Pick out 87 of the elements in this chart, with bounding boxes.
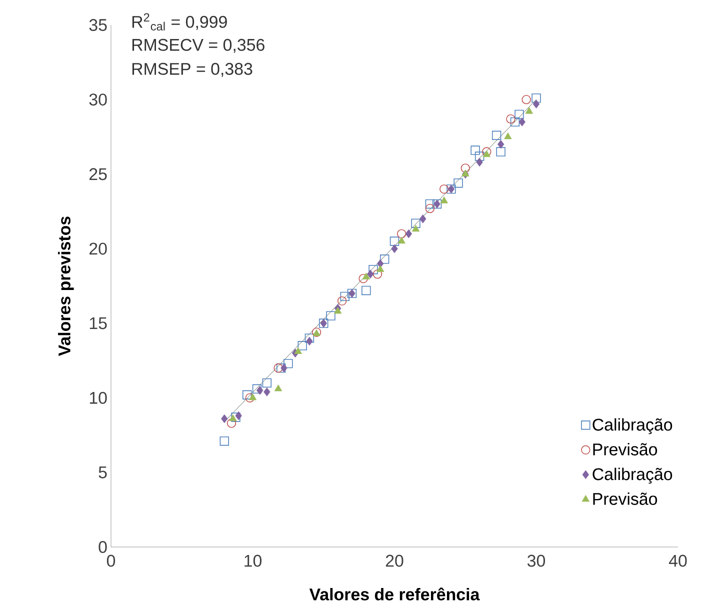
- point: [358, 274, 368, 284]
- point: [256, 386, 264, 395]
- point: [274, 384, 282, 392]
- point: [518, 118, 526, 126]
- point: [337, 296, 347, 306]
- x-tick-label: 40: [668, 554, 687, 567]
- x-tick-label: 20: [386, 554, 404, 567]
- y-tick-label: 25: [90, 168, 107, 180]
- x-tick-label: 10: [244, 554, 262, 567]
- legend-label: Previsão: [593, 492, 658, 505]
- annotation: R$^{2}$$_{cal}$ = 0,999: [132, 13, 227, 31]
- point: [492, 130, 502, 140]
- point: [326, 311, 336, 320]
- point: [362, 272, 370, 280]
- point: [304, 334, 314, 343]
- point: [306, 336, 313, 346]
- point: [245, 393, 255, 402]
- point: [252, 384, 262, 394]
- legend-label: Calibração: [592, 468, 672, 484]
- point: [411, 218, 420, 228]
- point: [532, 100, 540, 108]
- point: [525, 107, 533, 114]
- point: [340, 292, 350, 302]
- y-tick-label: 20: [90, 242, 107, 255]
- y-tick-label: 15: [90, 317, 107, 330]
- legend-label: Calibração: [592, 418, 672, 434]
- annotation: RMSECV = 0,356: [132, 38, 264, 53]
- point: [221, 414, 228, 424]
- point: [398, 236, 406, 244]
- point: [280, 364, 288, 372]
- point: [504, 132, 512, 140]
- point: [248, 393, 257, 400]
- point: [367, 270, 374, 278]
- point: [264, 387, 270, 396]
- point: [440, 184, 449, 194]
- y-tick-label: 35: [89, 19, 107, 31]
- x-tick-label: 0: [106, 554, 116, 567]
- point: [460, 164, 470, 173]
- point: [298, 341, 307, 350]
- point: [242, 390, 252, 400]
- point: [372, 269, 382, 279]
- point: [514, 110, 524, 120]
- legend-label: Previsão: [593, 443, 658, 456]
- y-tick-label: 30: [89, 94, 107, 106]
- point: [294, 347, 302, 354]
- point: [474, 152, 484, 161]
- point: [476, 158, 483, 167]
- point: [226, 418, 236, 428]
- x-tick-label: 30: [527, 554, 546, 567]
- point: [425, 199, 435, 209]
- point: [496, 147, 506, 156]
- point: [522, 94, 531, 104]
- point: [376, 265, 384, 272]
- point: [262, 378, 272, 388]
- point: [532, 93, 541, 103]
- point: [482, 147, 492, 156]
- point: [396, 229, 406, 238]
- y-tick-label: 0: [98, 541, 107, 554]
- point: [482, 150, 490, 158]
- point: [362, 286, 371, 296]
- y-axis-title: Valores previstos: [58, 216, 74, 356]
- point: [380, 254, 390, 264]
- point: [391, 244, 398, 254]
- point: [334, 306, 342, 314]
- point: [368, 264, 378, 274]
- point: [462, 170, 470, 176]
- point: [276, 363, 286, 373]
- point: [497, 140, 504, 149]
- point: [506, 114, 516, 124]
- point: [440, 196, 448, 204]
- point: [510, 117, 520, 127]
- point: [420, 214, 426, 224]
- x-axis-title: Valores de referência: [309, 588, 480, 600]
- point: [405, 229, 412, 238]
- point: [412, 224, 420, 232]
- point: [390, 236, 400, 246]
- y-tick-label: 5: [98, 466, 107, 478]
- point: [229, 414, 237, 422]
- point: [274, 363, 283, 373]
- point: [235, 411, 242, 420]
- point: [220, 436, 229, 446]
- point: [425, 204, 435, 214]
- point: [284, 358, 293, 368]
- annotation: RMSEP = 0,383: [132, 62, 252, 77]
- y-tick-label: 10: [90, 392, 107, 404]
- point: [454, 178, 463, 188]
- point: [470, 146, 480, 155]
